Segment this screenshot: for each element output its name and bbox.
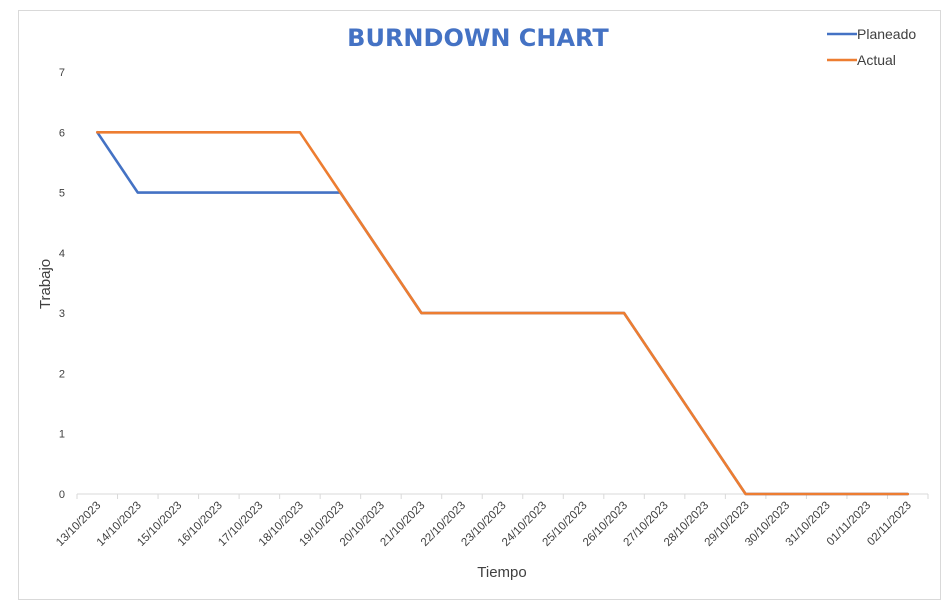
- y-tick-label: 1: [59, 429, 65, 441]
- y-tick-label: 6: [59, 127, 65, 139]
- x-axis-ticks: 13/10/202314/10/202315/10/202316/10/2023…: [54, 500, 914, 549]
- y-tick-label: 2: [59, 368, 65, 380]
- series-line-actual: [96, 131, 910, 496]
- legend-label: Planeado: [857, 26, 916, 42]
- series-lines: [96, 131, 910, 496]
- y-axis-title: Trabajo: [37, 259, 54, 309]
- y-tick-label: 0: [59, 489, 65, 501]
- x-axis-title: Tiempo: [477, 564, 526, 581]
- y-axis-ticks: 0 1 2 3 4 5 6 7: [59, 67, 65, 501]
- y-tick-label: 5: [59, 188, 65, 200]
- legend-label: Actual: [857, 52, 896, 68]
- y-tick-label: 4: [59, 248, 65, 260]
- y-tick-label: 7: [59, 67, 65, 79]
- chart-title: BURNDOWN CHART: [347, 24, 609, 52]
- y-tick-label: 3: [59, 308, 65, 320]
- chart-frame: [18, 10, 941, 600]
- legend: Planeado Actual: [827, 26, 916, 68]
- x-tick-label: 02/11/2023: [865, 500, 914, 549]
